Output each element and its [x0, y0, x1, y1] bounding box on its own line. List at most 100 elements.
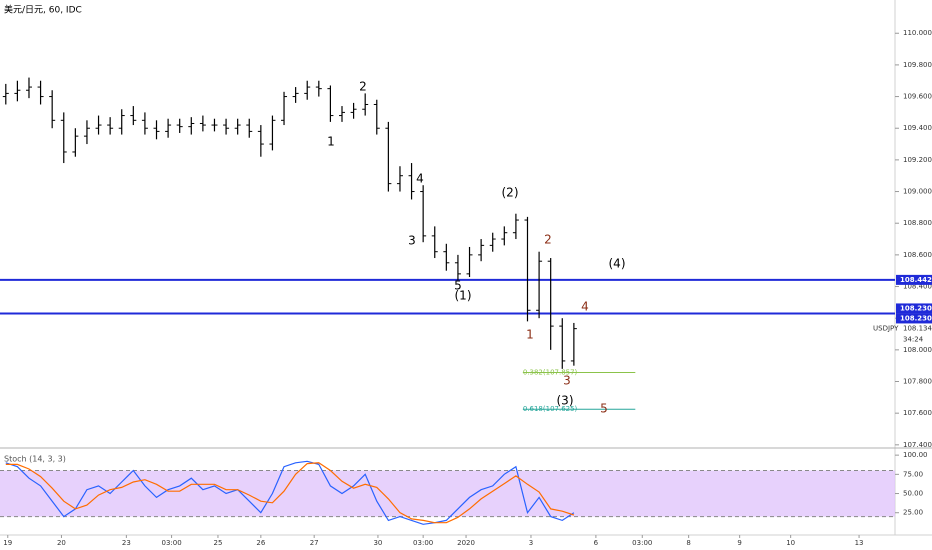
wave-label: 2 [544, 233, 552, 247]
price-tag [896, 274, 932, 285]
ohlc-bar [130, 106, 137, 126]
x-tick-label: 3 [529, 539, 533, 547]
y-tick-label: 25.00 [903, 509, 923, 517]
symbol-label: USDJPY [873, 325, 899, 333]
ohlc-bar [501, 226, 508, 246]
wave-label: 5 [600, 402, 608, 416]
wave-label: 3 [563, 374, 571, 388]
ohlc-bar [431, 226, 438, 259]
y-tick-label: 109.200 [903, 156, 932, 164]
ohlc-bar [524, 216, 531, 322]
ohlc-bar [559, 318, 566, 369]
ohlc-bar [327, 85, 334, 122]
y-tick-label: 108.000 [903, 346, 932, 354]
ohlc-bar [385, 121, 392, 192]
ohlc-bar [373, 99, 380, 135]
ohlc-bar [2, 83, 9, 105]
x-tick-label: 26 [256, 539, 265, 547]
x-tick-label: 20 [57, 539, 66, 547]
wave-label: 4 [581, 300, 589, 314]
x-tick-label: 2020 [457, 539, 475, 547]
stoch-line [5, 460, 575, 525]
ohlc-bar [223, 118, 230, 135]
y-tick-label: 107.800 [903, 378, 932, 386]
wave-label: 5 [454, 279, 462, 293]
ohlc-bar [165, 118, 172, 138]
x-tick-label: 03:00 [413, 539, 433, 547]
wave-label: 1 [327, 135, 335, 149]
wave-label: 1 [526, 328, 534, 342]
y-tick-label: 110.000 [903, 29, 932, 37]
ohlc-bar [176, 118, 183, 133]
ohlc-bar [246, 118, 253, 138]
ohlc-bar [83, 120, 90, 145]
y-tick-label: 50.00 [903, 490, 923, 498]
ohlc-bar [107, 117, 114, 135]
x-tick-label: 10 [786, 539, 795, 547]
x-tick-label: 27 [310, 539, 319, 547]
wave-label: 3 [408, 234, 416, 248]
y-tick-label: 109.600 [903, 93, 932, 101]
ohlc-bar [315, 80, 322, 97]
wave-label: (1) [455, 289, 472, 303]
ohlc-bar [489, 232, 496, 252]
ohlc-bar [292, 87, 299, 103]
wave-label: (3) [557, 394, 574, 408]
ohlc-bar [396, 166, 403, 192]
ohlc-bar [350, 102, 357, 119]
ohlc-bar [72, 128, 79, 157]
x-tick-label: 19 [3, 539, 12, 547]
ohlc-bar [37, 80, 44, 105]
indicator-title: Stoch (14, 3, 3) [4, 455, 66, 464]
y-tick-label: 109.000 [903, 188, 932, 196]
ohlc-bar [420, 185, 427, 243]
y-tick-label: 100.00 [903, 451, 928, 459]
y-tick-label: 108.400 [903, 283, 932, 291]
x-tick-label: 23 [122, 539, 131, 547]
x-tick-label: 30 [373, 539, 382, 547]
y-tick-label: 109.800 [903, 61, 932, 69]
ohlc-bar [281, 91, 288, 126]
ohlc-bar [536, 251, 543, 319]
ohlc-bar [211, 118, 218, 132]
y-tick-label: 108.800 [903, 219, 932, 227]
ohlc-bar [234, 118, 241, 135]
ohlc-bar [478, 239, 485, 262]
ohlc-bar [49, 90, 56, 129]
fib-label: 0.382(107.857) [523, 368, 578, 376]
ohlc-bar [304, 80, 311, 100]
ohlc-bar [153, 120, 160, 140]
ohlc-bar [408, 163, 415, 200]
ohlc-bar [339, 106, 346, 122]
countdown-label: 34:24 [903, 336, 924, 344]
wave-label: (4) [609, 257, 626, 271]
y-tick-label: 107.400 [903, 441, 932, 449]
x-tick-label: 9 [737, 539, 741, 547]
ohlc-bar [454, 254, 461, 281]
ohlc-bar [512, 213, 519, 240]
x-tick-label: 25 [213, 539, 222, 547]
stoch-line [5, 462, 575, 524]
price-tag [896, 313, 932, 324]
x-tick-label: 8 [686, 539, 690, 547]
y-tick-label: 107.600 [903, 409, 932, 417]
x-tick-label: 03:00 [161, 539, 181, 547]
ohlc-bar [25, 77, 32, 99]
ohlc-bar [188, 117, 195, 135]
fib-label: 0.618(107.625) [523, 405, 578, 413]
y-tick-label: 75.00 [903, 470, 923, 478]
ohlc-bar [199, 115, 206, 132]
wave-label: 4 [416, 172, 424, 186]
ohlc-bar [466, 246, 473, 278]
ohlc-bar [60, 112, 67, 164]
wave-label: (2) [502, 186, 519, 200]
chart-title: 美元/日元, 60, IDC [4, 4, 82, 16]
x-tick-label: 03:00 [632, 539, 652, 547]
ohlc-bar [257, 125, 264, 157]
ohlc-bar [362, 93, 369, 116]
price-tag-label: 108.442 [900, 276, 932, 284]
ohlc-bar [269, 115, 276, 151]
